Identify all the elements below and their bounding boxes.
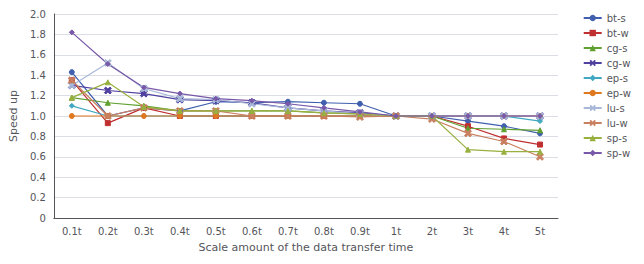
svg-text:0.3t: 0.3t [134,226,154,237]
svg-text:ep-s: ep-s [607,73,628,84]
svg-text:0.8t: 0.8t [314,226,334,237]
svg-text:bt-s: bt-s [607,13,626,24]
svg-text:1.2: 1.2 [30,90,46,101]
svg-text:0.8: 0.8 [30,131,46,142]
svg-text:0.6t: 0.6t [242,226,262,237]
svg-text:0.2t: 0.2t [98,226,118,237]
svg-text:bt-w: bt-w [607,28,629,39]
svg-text:0.7t: 0.7t [278,226,298,237]
svg-text:lu-s: lu-s [607,103,625,114]
svg-text:1.0: 1.0 [30,111,46,122]
svg-text:0.5t: 0.5t [206,226,226,237]
svg-text:2.0: 2.0 [30,9,46,20]
svg-text:sp-w: sp-w [607,148,630,159]
svg-text:0.4: 0.4 [30,172,46,183]
svg-text:3t: 3t [463,226,473,237]
svg-text:lu-w: lu-w [607,118,628,129]
svg-text:sp-s: sp-s [607,133,627,144]
svg-text:0.9t: 0.9t [350,226,370,237]
svg-text:Scale amount of the data trans: Scale amount of the data transfer time [199,241,414,254]
svg-text:0.1t: 0.1t [62,226,82,237]
svg-text:1.4: 1.4 [30,70,46,81]
svg-text:5t: 5t [535,226,545,237]
svg-text:0.6: 0.6 [30,151,46,162]
svg-text:1.8: 1.8 [30,29,46,40]
svg-text:0: 0 [39,213,45,224]
svg-text:cg-w: cg-w [607,58,631,69]
svg-text:cg-s: cg-s [607,43,628,54]
svg-text:1t: 1t [391,226,401,237]
svg-text:ep-w: ep-w [607,88,631,99]
svg-text:0.2: 0.2 [30,192,46,203]
svg-text:1.6: 1.6 [30,49,46,60]
svg-text:2t: 2t [427,226,437,237]
svg-text:4t: 4t [499,226,509,237]
svg-text:Speed up: Speed up [7,90,20,142]
svg-text:0.4t: 0.4t [170,226,190,237]
